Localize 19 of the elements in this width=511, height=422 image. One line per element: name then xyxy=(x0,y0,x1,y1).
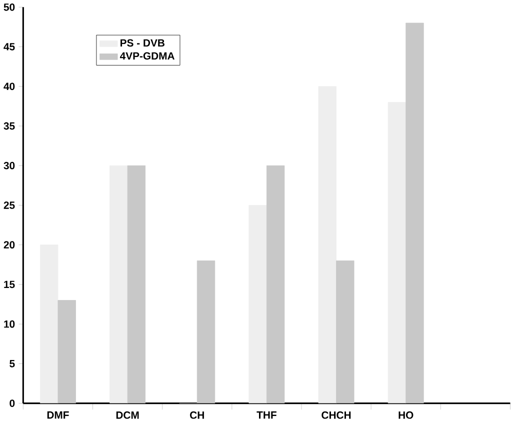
x-tick-label: DCM xyxy=(116,411,139,419)
y-tick-label: 30 xyxy=(4,162,15,170)
y-tick-label: 40 xyxy=(4,82,15,90)
y-tick-label: 5 xyxy=(10,360,15,368)
legend-label: 4VP-GDMA xyxy=(120,52,174,60)
y-tick-label: 35 xyxy=(4,122,15,130)
y-tick-label: 20 xyxy=(4,241,15,248)
y-tick-label: 15 xyxy=(4,280,15,288)
x-tick-label: CH xyxy=(190,411,204,419)
y-tick-label: 25 xyxy=(4,201,15,209)
x-tick-label: HO xyxy=(398,411,414,419)
y-tick-label: 0 xyxy=(10,400,15,407)
y-tick-label: 45 xyxy=(4,43,15,50)
legend-label: PS - DVB xyxy=(120,39,164,46)
x-tick-label: DMF xyxy=(47,411,69,418)
x-tick-label: THF xyxy=(256,411,276,418)
y-tick-label: 10 xyxy=(4,320,15,328)
y-tick-label: 50 xyxy=(4,3,15,11)
x-tick-label: CHCH xyxy=(322,411,351,419)
